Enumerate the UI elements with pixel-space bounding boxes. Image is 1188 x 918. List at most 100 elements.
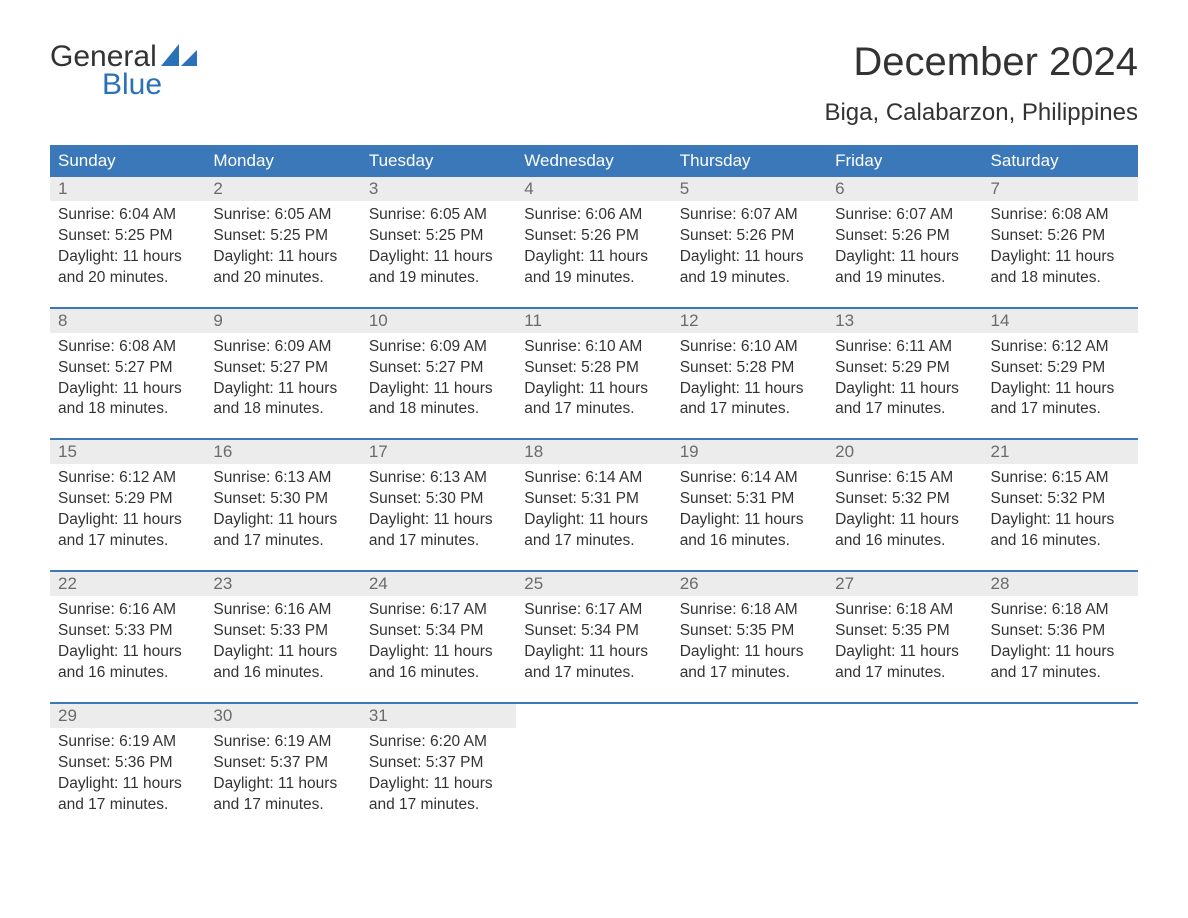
sunset-line: Sunset: 5:34 PM bbox=[369, 621, 508, 642]
daylight-line: Daylight: 11 hours and 16 minutes. bbox=[991, 510, 1130, 552]
day-cell: Sunrise: 6:18 AMSunset: 5:35 PMDaylight:… bbox=[827, 596, 982, 703]
day-content-row: Sunrise: 6:16 AMSunset: 5:33 PMDaylight:… bbox=[50, 596, 1138, 703]
sunrise-line: Sunrise: 6:13 AM bbox=[213, 468, 352, 489]
day-cell bbox=[672, 728, 827, 834]
day-number bbox=[672, 704, 827, 728]
sunrise-line: Sunrise: 6:08 AM bbox=[58, 337, 197, 358]
day-number bbox=[516, 704, 671, 728]
sunrise-line: Sunrise: 6:12 AM bbox=[991, 337, 1130, 358]
sunrise-line: Sunrise: 6:07 AM bbox=[835, 205, 974, 226]
day-cell: Sunrise: 6:15 AMSunset: 5:32 PMDaylight:… bbox=[827, 464, 982, 571]
day-cell: Sunrise: 6:14 AMSunset: 5:31 PMDaylight:… bbox=[672, 464, 827, 571]
sunset-line: Sunset: 5:27 PM bbox=[369, 358, 508, 379]
sunset-line: Sunset: 5:25 PM bbox=[213, 226, 352, 247]
sunrise-line: Sunrise: 6:14 AM bbox=[680, 468, 819, 489]
day-number: 27 bbox=[827, 572, 982, 596]
day-number: 26 bbox=[672, 572, 827, 596]
daylight-line: Daylight: 11 hours and 17 minutes. bbox=[213, 774, 352, 816]
logo-text-blue: Blue bbox=[102, 68, 162, 102]
sunset-line: Sunset: 5:29 PM bbox=[835, 358, 974, 379]
sunrise-line: Sunrise: 6:08 AM bbox=[991, 205, 1130, 226]
sunset-line: Sunset: 5:31 PM bbox=[524, 489, 663, 510]
day-number: 21 bbox=[983, 440, 1138, 464]
day-number: 22 bbox=[50, 572, 205, 596]
sunset-line: Sunset: 5:28 PM bbox=[680, 358, 819, 379]
day-number: 11 bbox=[516, 309, 671, 333]
day-number: 23 bbox=[205, 572, 360, 596]
day-number: 14 bbox=[983, 309, 1138, 333]
daylight-line: Daylight: 11 hours and 17 minutes. bbox=[991, 642, 1130, 684]
day-cell: Sunrise: 6:10 AMSunset: 5:28 PMDaylight:… bbox=[672, 333, 827, 440]
daylight-line: Daylight: 11 hours and 20 minutes. bbox=[58, 247, 197, 289]
sunset-line: Sunset: 5:32 PM bbox=[991, 489, 1130, 510]
day-cell: Sunrise: 6:12 AMSunset: 5:29 PMDaylight:… bbox=[983, 333, 1138, 440]
sunrise-line: Sunrise: 6:17 AM bbox=[369, 600, 508, 621]
sunrise-line: Sunrise: 6:09 AM bbox=[213, 337, 352, 358]
sunrise-line: Sunrise: 6:04 AM bbox=[58, 205, 197, 226]
sunset-line: Sunset: 5:26 PM bbox=[680, 226, 819, 247]
daylight-line: Daylight: 11 hours and 17 minutes. bbox=[369, 510, 508, 552]
sunset-line: Sunset: 5:26 PM bbox=[524, 226, 663, 247]
sail-icon bbox=[161, 44, 197, 66]
sunset-line: Sunset: 5:36 PM bbox=[991, 621, 1130, 642]
day-cell: Sunrise: 6:05 AMSunset: 5:25 PMDaylight:… bbox=[205, 201, 360, 308]
day-cell: Sunrise: 6:08 AMSunset: 5:27 PMDaylight:… bbox=[50, 333, 205, 440]
day-number: 18 bbox=[516, 440, 671, 464]
location: Biga, Calabarzon, Philippines bbox=[824, 99, 1138, 127]
day-number: 5 bbox=[672, 177, 827, 201]
daylight-line: Daylight: 11 hours and 17 minutes. bbox=[524, 510, 663, 552]
day-cell: Sunrise: 6:14 AMSunset: 5:31 PMDaylight:… bbox=[516, 464, 671, 571]
sunrise-line: Sunrise: 6:18 AM bbox=[680, 600, 819, 621]
sunset-line: Sunset: 5:33 PM bbox=[213, 621, 352, 642]
day-number: 28 bbox=[983, 572, 1138, 596]
sunset-line: Sunset: 5:30 PM bbox=[369, 489, 508, 510]
sunset-line: Sunset: 5:34 PM bbox=[524, 621, 663, 642]
day-cell: Sunrise: 6:18 AMSunset: 5:36 PMDaylight:… bbox=[983, 596, 1138, 703]
sunset-line: Sunset: 5:25 PM bbox=[369, 226, 508, 247]
daylight-line: Daylight: 11 hours and 16 minutes. bbox=[680, 510, 819, 552]
sunset-line: Sunset: 5:32 PM bbox=[835, 489, 974, 510]
sunset-line: Sunset: 5:37 PM bbox=[369, 753, 508, 774]
sunrise-line: Sunrise: 6:05 AM bbox=[369, 205, 508, 226]
day-cell: Sunrise: 6:13 AMSunset: 5:30 PMDaylight:… bbox=[205, 464, 360, 571]
daylight-line: Daylight: 11 hours and 16 minutes. bbox=[58, 642, 197, 684]
sunset-line: Sunset: 5:29 PM bbox=[58, 489, 197, 510]
daylight-line: Daylight: 11 hours and 18 minutes. bbox=[369, 379, 508, 421]
day-header: Monday bbox=[205, 145, 360, 177]
sunrise-line: Sunrise: 6:09 AM bbox=[369, 337, 508, 358]
daylight-line: Daylight: 11 hours and 17 minutes. bbox=[680, 379, 819, 421]
day-cell: Sunrise: 6:20 AMSunset: 5:37 PMDaylight:… bbox=[361, 728, 516, 834]
sunrise-line: Sunrise: 6:19 AM bbox=[58, 732, 197, 753]
day-header: Saturday bbox=[983, 145, 1138, 177]
sunset-line: Sunset: 5:27 PM bbox=[58, 358, 197, 379]
day-number: 16 bbox=[205, 440, 360, 464]
sunrise-line: Sunrise: 6:18 AM bbox=[991, 600, 1130, 621]
day-header-row: Sunday Monday Tuesday Wednesday Thursday… bbox=[50, 145, 1138, 177]
daylight-line: Daylight: 11 hours and 19 minutes. bbox=[680, 247, 819, 289]
day-cell: Sunrise: 6:17 AMSunset: 5:34 PMDaylight:… bbox=[361, 596, 516, 703]
sunrise-line: Sunrise: 6:15 AM bbox=[991, 468, 1130, 489]
day-number: 8 bbox=[50, 309, 205, 333]
daylight-line: Daylight: 11 hours and 18 minutes. bbox=[991, 247, 1130, 289]
sunset-line: Sunset: 5:36 PM bbox=[58, 753, 197, 774]
daylight-line: Daylight: 11 hours and 17 minutes. bbox=[213, 510, 352, 552]
page: General Blue December 2024 Biga, Calabar… bbox=[0, 0, 1188, 873]
sunset-line: Sunset: 5:31 PM bbox=[680, 489, 819, 510]
daylight-line: Daylight: 11 hours and 17 minutes. bbox=[524, 642, 663, 684]
day-cell: Sunrise: 6:07 AMSunset: 5:26 PMDaylight:… bbox=[827, 201, 982, 308]
day-cell: Sunrise: 6:08 AMSunset: 5:26 PMDaylight:… bbox=[983, 201, 1138, 308]
sunrise-line: Sunrise: 6:19 AM bbox=[213, 732, 352, 753]
day-cell: Sunrise: 6:09 AMSunset: 5:27 PMDaylight:… bbox=[361, 333, 516, 440]
day-number: 29 bbox=[50, 704, 205, 728]
day-number: 24 bbox=[361, 572, 516, 596]
sunset-line: Sunset: 5:37 PM bbox=[213, 753, 352, 774]
sunrise-line: Sunrise: 6:11 AM bbox=[835, 337, 974, 358]
daylight-line: Daylight: 11 hours and 17 minutes. bbox=[835, 379, 974, 421]
day-content-row: Sunrise: 6:19 AMSunset: 5:36 PMDaylight:… bbox=[50, 728, 1138, 834]
day-number: 10 bbox=[361, 309, 516, 333]
daylight-line: Daylight: 11 hours and 17 minutes. bbox=[524, 379, 663, 421]
day-number: 15 bbox=[50, 440, 205, 464]
day-number: 20 bbox=[827, 440, 982, 464]
day-number: 2 bbox=[205, 177, 360, 201]
day-cell bbox=[516, 728, 671, 834]
